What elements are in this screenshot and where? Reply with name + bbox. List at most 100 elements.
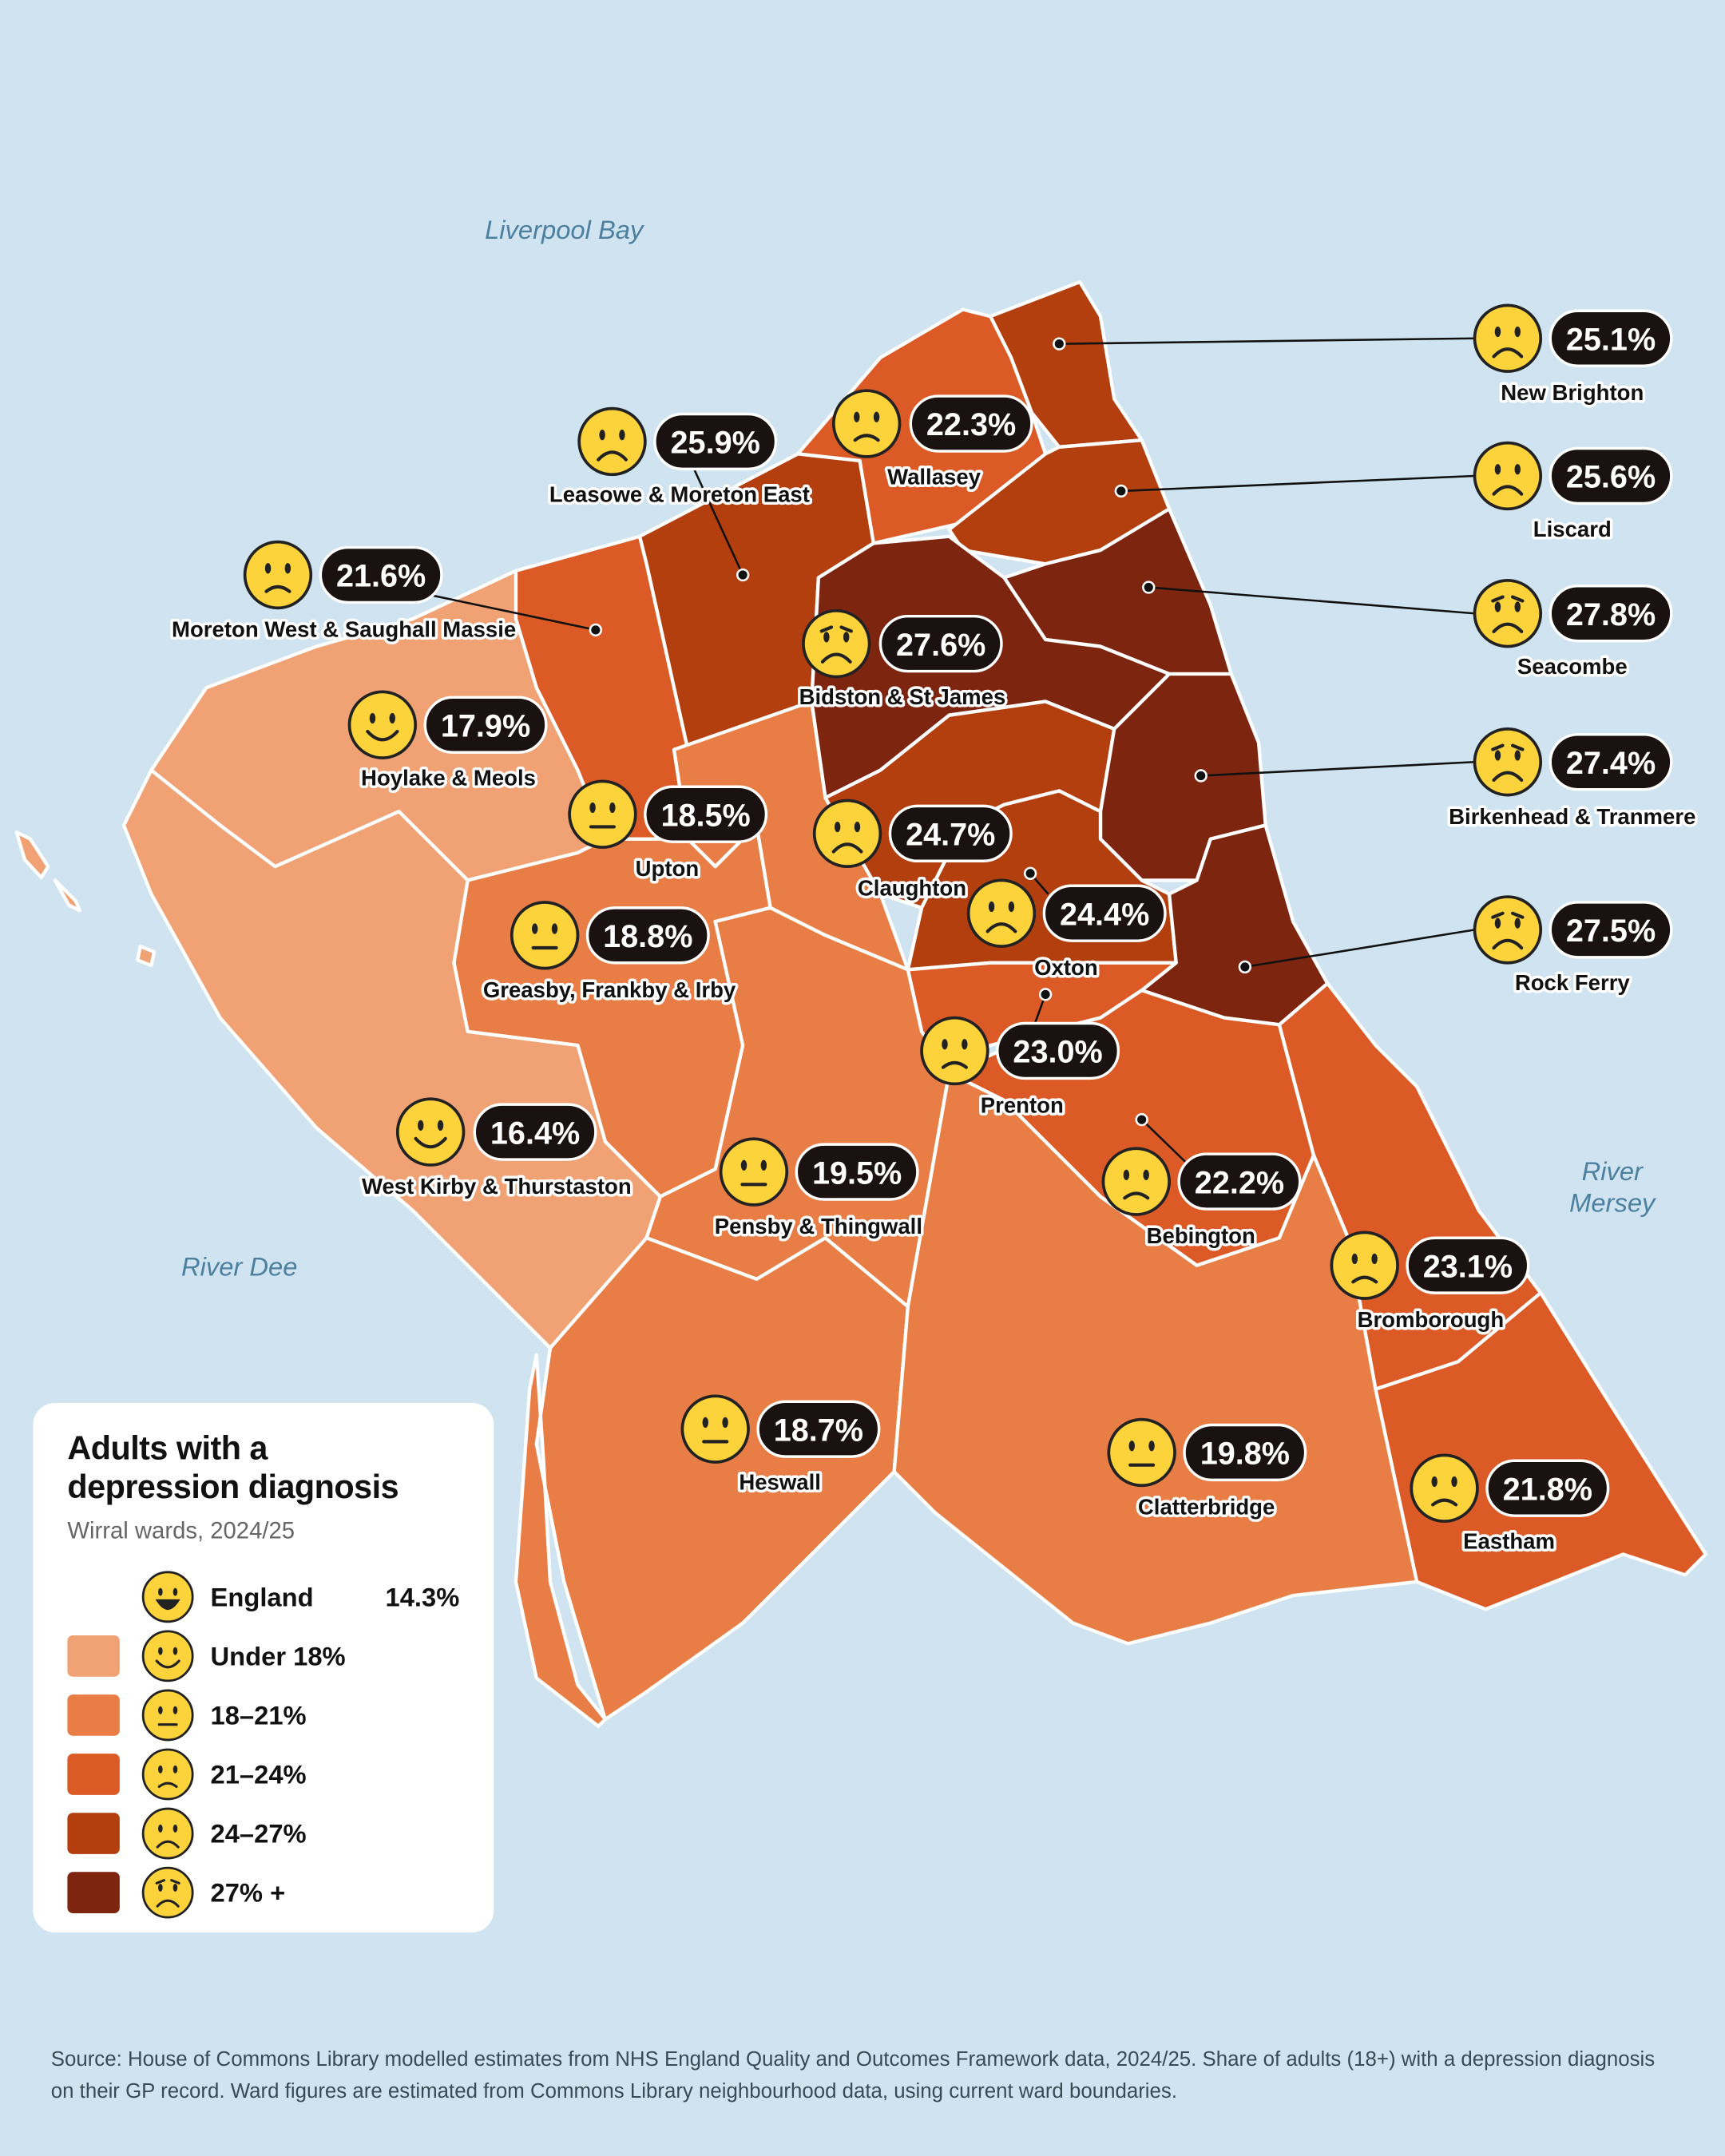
face-eye (942, 1039, 948, 1050)
face-head (347, 690, 418, 759)
face-mouth (414, 1136, 447, 1149)
face (1107, 1417, 1176, 1488)
face-head (141, 1807, 194, 1860)
face (812, 799, 882, 869)
face-brow (1491, 743, 1505, 751)
face-eye (1451, 1476, 1457, 1488)
face-mouth (1351, 1275, 1378, 1284)
value-pill (319, 545, 443, 604)
face-head (966, 878, 1037, 948)
face-head (1330, 1231, 1399, 1300)
legend-title: Adults with a depression diagnosis (67, 1430, 399, 1507)
face-head (1473, 303, 1543, 373)
ward-name: West Kirby & Thurstaston (362, 1174, 632, 1199)
value-label: 22.2% (1195, 1165, 1284, 1200)
face-eye (172, 1765, 178, 1774)
face-eye (284, 563, 291, 574)
legend-label: 24–27% (211, 1819, 307, 1849)
face-eye (1514, 601, 1521, 612)
face (831, 389, 902, 458)
ward-name: Greasby, Frankby & Irby (483, 977, 736, 1002)
face-head (141, 1748, 194, 1801)
ward-dot (1038, 988, 1053, 1001)
value-label: 24.4% (1060, 897, 1149, 932)
value-pill (795, 1143, 919, 1201)
ward-name: Wallasey (887, 464, 981, 489)
face-eye (962, 1039, 968, 1050)
face-mouth (155, 1659, 180, 1669)
face-eye (722, 1417, 728, 1429)
face (802, 608, 871, 679)
face (1473, 895, 1543, 965)
face-eye (854, 821, 861, 833)
source-note: Source: House of Commons Library modelle… (50, 2047, 1656, 2103)
face-eye (531, 923, 538, 934)
face (1410, 1453, 1479, 1523)
face-brow (819, 625, 834, 633)
value-pill (1549, 733, 1673, 791)
face-eye (1148, 1441, 1155, 1452)
legend-swatch (67, 1694, 120, 1736)
face (1473, 441, 1543, 511)
face-head (141, 1571, 194, 1623)
face (680, 1394, 750, 1464)
face-mouth (1431, 1498, 1458, 1507)
value-label: 27.5% (1566, 914, 1656, 949)
water-label: Liverpool Bay (485, 216, 644, 246)
value-label: 18.8% (603, 919, 692, 954)
face-head (1473, 895, 1543, 965)
value-label: 24.7% (906, 818, 995, 853)
face-head (680, 1394, 750, 1464)
ward-name: Claughton (858, 875, 966, 900)
value-label: 27.8% (1566, 597, 1656, 632)
face-head (1473, 727, 1543, 797)
ward-name: Hoylake & Meols (361, 766, 536, 791)
annotations: 25.1% New Brighton 22.3% Wallasey 25.6% Lisca… (169, 303, 1699, 1556)
face-eye (599, 430, 605, 441)
leader-line (426, 593, 597, 632)
face-mouth (597, 450, 628, 462)
ward-name: Seacombe (1517, 654, 1628, 679)
face-head (141, 1866, 194, 1919)
face-brow (839, 625, 853, 633)
face (243, 540, 313, 610)
legend-swatch (67, 1635, 120, 1677)
face (395, 1097, 466, 1167)
ward-name: Bebington (1147, 1223, 1255, 1248)
face (141, 1689, 194, 1742)
face-head (568, 779, 637, 849)
face-eye (609, 802, 616, 814)
face-eye (551, 923, 558, 934)
value-label: 25.9% (671, 426, 760, 461)
face-eye (437, 1120, 444, 1131)
ward-dot (1135, 1112, 1148, 1127)
value-label: 27.4% (1566, 746, 1656, 781)
face-eye (158, 1587, 163, 1596)
ward-dot (1053, 337, 1066, 351)
face-head (243, 540, 313, 610)
face (347, 690, 418, 759)
legend-swatch (67, 1872, 120, 1913)
face-eye (619, 430, 625, 441)
value-pill (1485, 1459, 1610, 1517)
face-brow (1491, 595, 1505, 603)
face-brow (1510, 595, 1525, 603)
face (1473, 579, 1543, 648)
face-head (1410, 1453, 1479, 1523)
face-eye (1123, 1169, 1130, 1180)
value-label: 23.0% (1013, 1035, 1102, 1070)
value-pill (1406, 1236, 1530, 1294)
value-pill (473, 1103, 597, 1161)
face-head (510, 901, 580, 970)
legend-swatch (67, 1754, 120, 1795)
leader-line (1059, 337, 1475, 345)
value-pill (1549, 446, 1673, 505)
face-eye (264, 563, 272, 574)
value-pill (1177, 1152, 1302, 1211)
value-pill (909, 394, 1033, 453)
face-head (141, 1689, 194, 1742)
value-pill (756, 1400, 881, 1458)
face-mouth (853, 434, 880, 442)
ward-name: Pensby & Thingwall (715, 1214, 922, 1239)
